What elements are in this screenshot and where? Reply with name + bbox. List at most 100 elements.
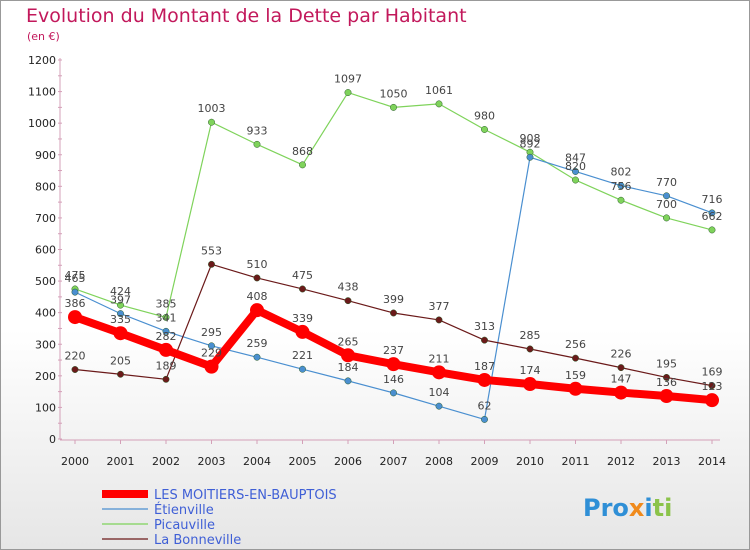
x-tick-label: 2014 [698,455,726,468]
data-label: 892 [520,137,541,150]
data-label: 335 [110,313,131,326]
proxiti-logo: Proxiti [583,494,672,522]
legend-label: Étienville [154,502,214,518]
data-point [341,348,355,363]
data-label: 397 [110,294,131,307]
data-label: 820 [565,160,586,173]
data-point [572,176,579,184]
y-tick-label: 0 [49,433,56,446]
data-point [663,192,670,200]
x-tick-label: 2004 [243,455,271,468]
y-tick-label: 300 [35,338,56,351]
x-tick-label: 2006 [334,455,362,468]
data-label: 386 [65,297,86,310]
data-label: 136 [656,376,677,389]
data-label: 184 [338,361,359,374]
x-tick-label: 2008 [425,455,453,468]
data-label: 211 [429,352,450,365]
data-point [432,365,446,380]
data-point [386,357,401,372]
data-point [344,89,352,96]
data-point [708,382,716,390]
data-label: 226 [611,348,632,361]
data-point [572,168,579,175]
data-label: 802 [611,166,632,179]
data-label: 147 [611,373,632,386]
data-label: 662 [702,210,723,223]
y-tick-label: 800 [35,180,56,193]
data-label: 259 [247,337,268,350]
y-tick-label: 700 [35,212,56,225]
data-point [614,385,628,400]
data-label: 908 [520,132,541,145]
x-tick-label: 2001 [107,455,135,468]
data-point [708,209,716,217]
data-label: 104 [429,386,450,399]
data-label: 295 [201,326,222,339]
data-point [617,182,625,190]
y-tick-label: 500 [35,275,56,288]
data-point [117,301,124,309]
y-tick-label: 600 [35,244,56,257]
y-tick-label: 1100 [28,86,56,99]
data-label: 265 [338,335,359,348]
data-label: 980 [474,109,495,122]
chart-title: Evolution du Montant de la Dette par Hab… [26,5,467,27]
data-label: 770 [656,176,677,189]
x-tick-label: 2000 [61,455,89,468]
data-label: 408 [247,290,268,303]
y-tick-label: 200 [35,370,56,383]
data-label: 1097 [334,73,362,86]
data-point [523,377,537,392]
data-point [162,375,170,383]
legend-label: Picauville [154,518,215,533]
data-label: 847 [565,151,586,164]
x-tick-label: 2007 [380,455,408,468]
data-label: 146 [383,373,404,386]
data-point [159,342,173,357]
data-label: 174 [520,364,541,377]
x-tick-label: 2002 [152,455,180,468]
data-label: 195 [656,357,677,370]
data-point [117,370,124,378]
data-point [526,153,534,161]
data-label: 123 [702,380,723,393]
data-label: 1003 [198,102,226,115]
data-label: 377 [429,300,450,313]
data-point [344,297,352,305]
data-point [481,126,488,133]
data-point [299,365,306,373]
data-label: 159 [565,369,586,382]
legend-label: La Bonneville [154,533,241,548]
data-label: 700 [656,198,677,211]
data-point [250,303,264,318]
data-label: 282 [156,330,177,343]
data-point [117,310,124,318]
data-point [435,100,443,108]
data-point [705,393,719,408]
data-label: 933 [247,124,268,137]
data-label: 1061 [425,84,453,97]
x-tick-label: 2009 [471,455,499,468]
data-label: 205 [110,354,131,367]
data-point [568,381,583,396]
data-point [526,345,534,353]
data-point [663,214,670,222]
data-label: 187 [474,360,495,373]
data-label: 475 [65,269,86,282]
x-tick-label: 2005 [289,455,317,468]
data-label: 237 [383,344,404,357]
axes: 0 100 200 300 400 500 600 700 800 900 1000 1100 1200… [28,54,726,468]
data-point [253,274,261,282]
data-point [162,327,170,335]
data-label: 341 [156,311,177,324]
data-label: 399 [383,293,404,306]
data-point [481,336,488,344]
data-point [204,359,219,374]
series-layer [68,89,719,423]
x-tick-label: 2011 [562,455,590,468]
data-point [481,415,488,423]
data-point [299,285,306,293]
